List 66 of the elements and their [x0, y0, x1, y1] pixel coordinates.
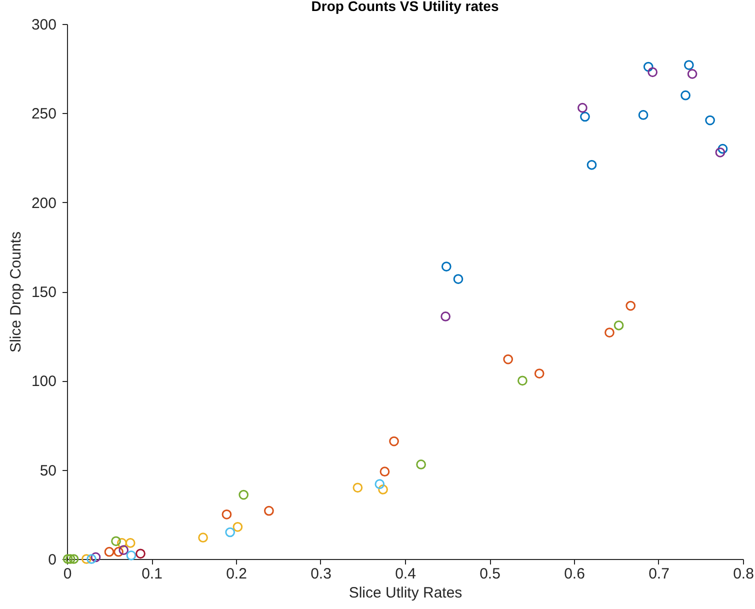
point: [90, 552, 101, 562]
x-tick-label: 0.2: [226, 566, 247, 582]
point: [718, 144, 728, 154]
point: [586, 160, 597, 170]
point: [680, 90, 690, 100]
point: [198, 532, 208, 543]
x-tick-label: 0.6: [564, 566, 585, 582]
point: [638, 110, 648, 120]
point: [114, 546, 124, 557]
y-tick-label: 50: [40, 462, 56, 480]
y-axis-title: Slice Drop Counts: [7, 232, 24, 352]
y-tick-label: 0: [48, 552, 56, 568]
point: [604, 328, 614, 338]
point: [643, 62, 654, 72]
point: [705, 115, 715, 126]
point: [687, 69, 698, 79]
point: [238, 490, 249, 500]
point: [264, 506, 274, 516]
point: [518, 376, 528, 386]
y-tick-label: 100: [31, 373, 56, 390]
point: [62, 554, 73, 564]
point: [352, 482, 363, 493]
x-tick-label: 0: [63, 566, 72, 582]
point: [65, 554, 76, 564]
point: [374, 479, 385, 490]
chart-title: Drop Counts VS Utility rates: [311, 0, 499, 14]
y-tick-label: 200: [31, 194, 56, 212]
y-tick-label: 250: [31, 106, 56, 123]
point: [626, 300, 636, 311]
point: [389, 436, 399, 446]
point: [440, 312, 450, 322]
point: [578, 102, 588, 113]
point: [453, 274, 464, 284]
point: [614, 320, 624, 330]
y-tick-label: 300: [31, 16, 56, 34]
point: [68, 554, 79, 564]
x-tick-label: 0.3: [310, 566, 332, 582]
point: [503, 354, 514, 364]
point: [104, 546, 114, 557]
point: [232, 522, 243, 532]
point: [225, 527, 236, 538]
point: [118, 545, 129, 556]
point: [648, 67, 658, 78]
point: [534, 368, 544, 378]
x-axis-title: Slice Utlity Rates: [348, 584, 462, 602]
point: [222, 509, 232, 520]
point: [86, 554, 96, 564]
point: [378, 484, 388, 494]
point: [111, 536, 121, 546]
x-tick-label: 0.5: [480, 566, 500, 582]
x-tick-label: 0.7: [648, 566, 670, 582]
point: [116, 538, 127, 548]
point: [125, 538, 136, 548]
x-tick-label: 0.1: [142, 566, 162, 582]
x-tick-label: 0.4: [395, 566, 416, 582]
x-tick-label: 0.8: [733, 566, 754, 582]
point: [580, 112, 590, 122]
y-tick-label: 150: [31, 284, 56, 301]
point: [715, 147, 726, 158]
point: [684, 60, 694, 70]
point: [126, 550, 136, 560]
point: [380, 466, 390, 477]
point: [82, 554, 92, 564]
point: [441, 262, 452, 272]
point: [136, 548, 146, 559]
point: [416, 460, 426, 470]
